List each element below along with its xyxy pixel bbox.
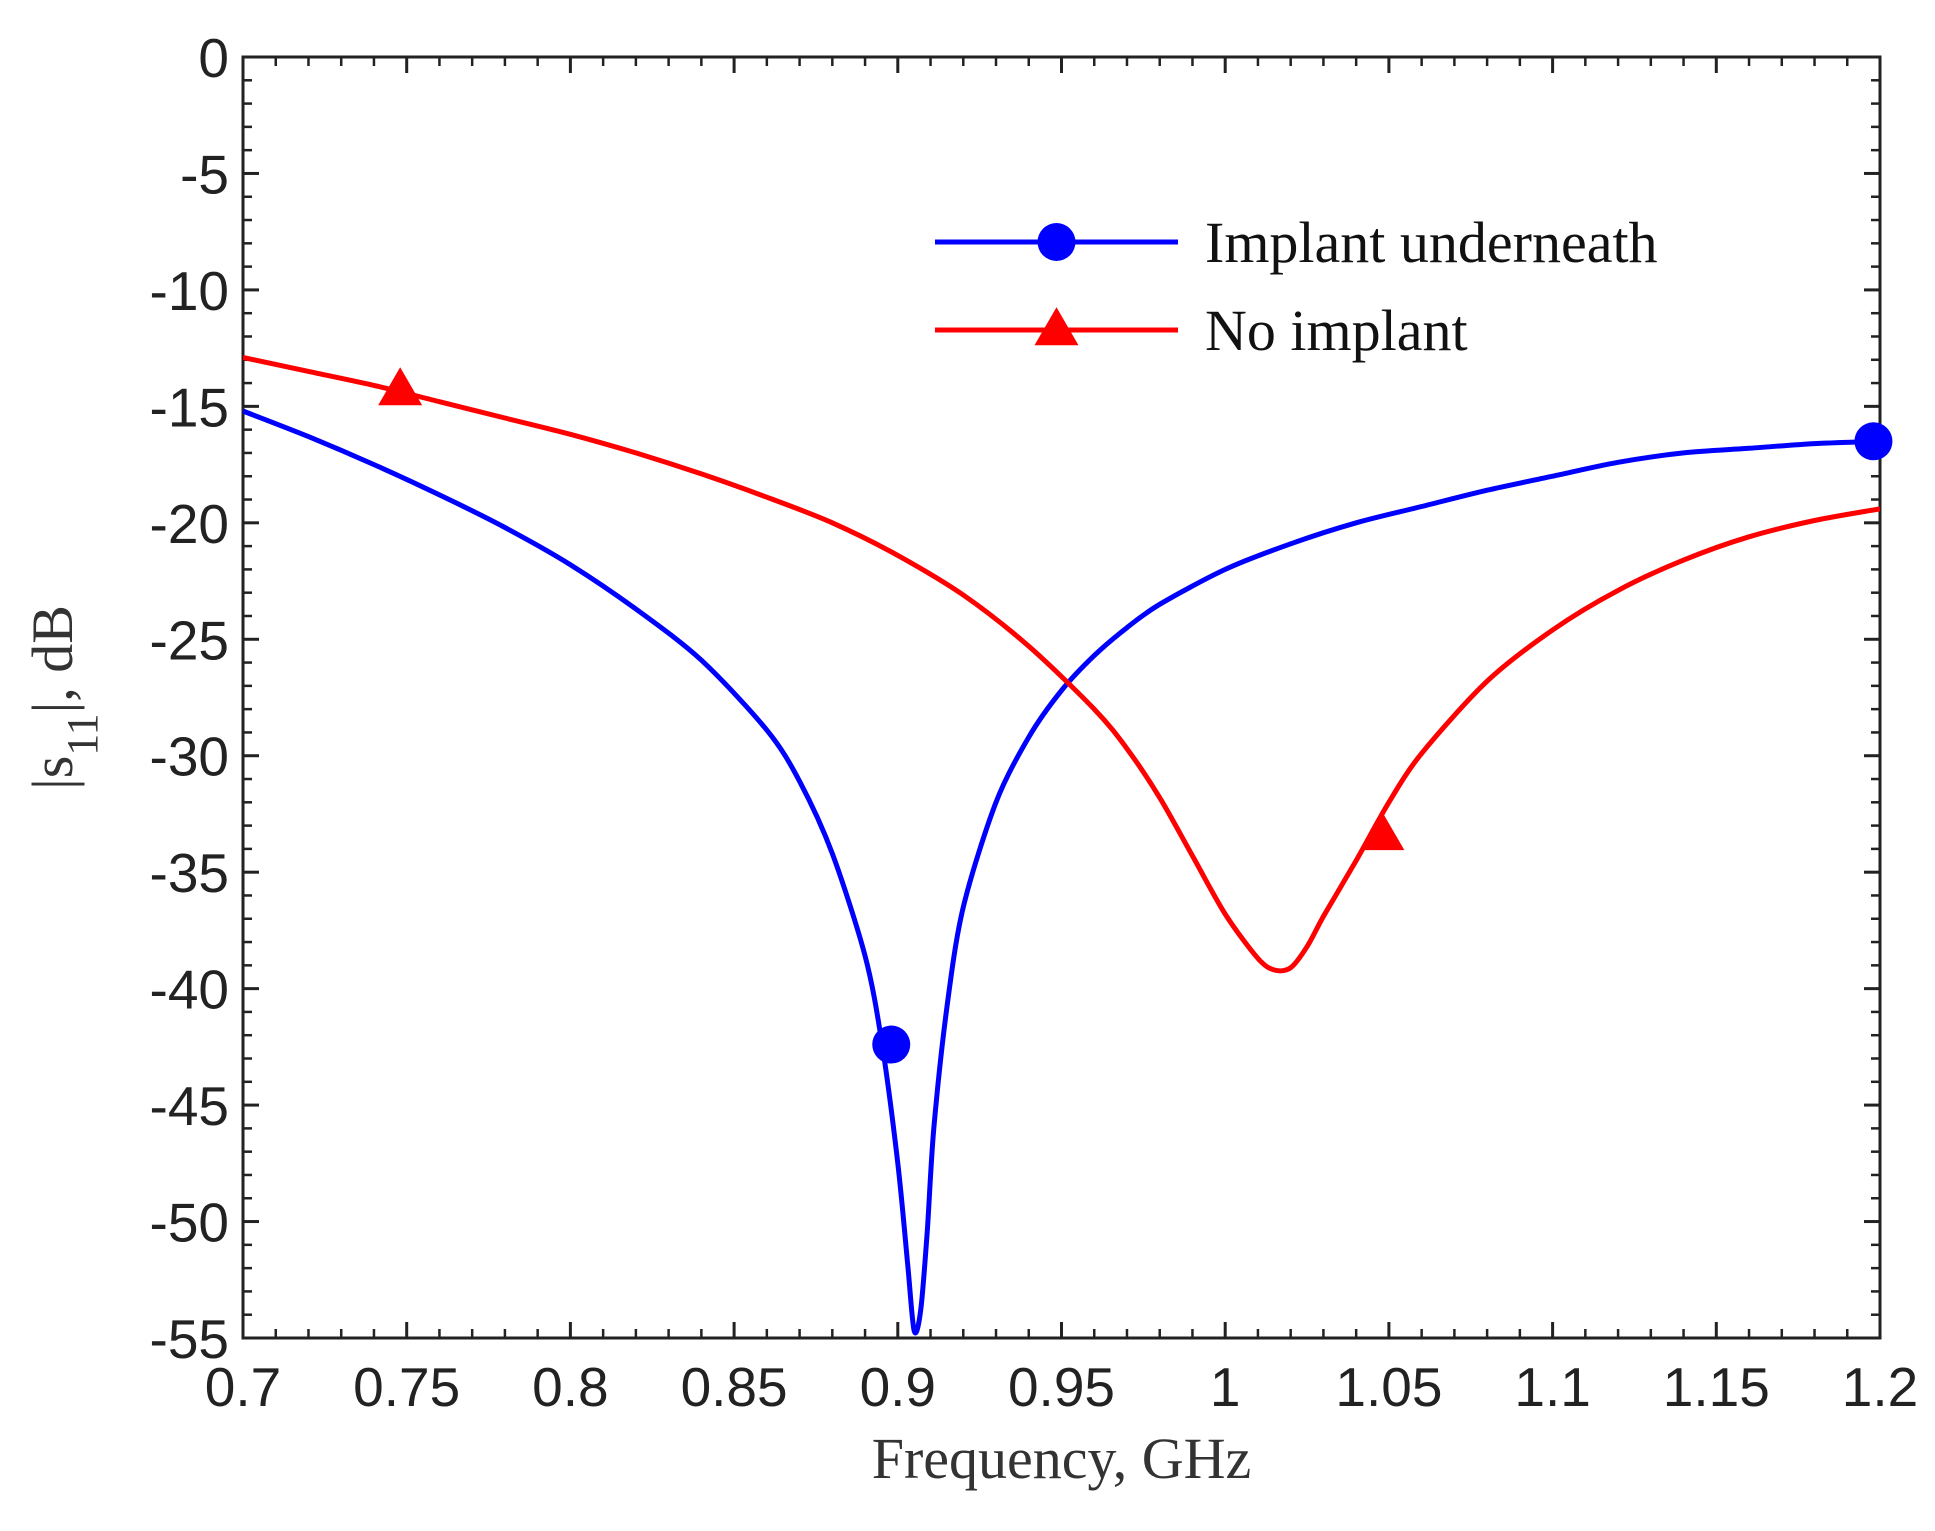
legend-marker-implant-underneath — [1037, 223, 1076, 261]
legend-marker-no-implant — [1034, 307, 1079, 346]
x-tick-label: 1.2 — [1842, 1356, 1918, 1418]
y-axis-title-subscript: 11 — [58, 713, 107, 755]
y-axis-title-suffix: |, dB — [20, 605, 85, 713]
x-tick-label: 1 — [1210, 1356, 1241, 1418]
y-tick-label: -5 — [180, 143, 229, 205]
y-tick-label: -20 — [150, 493, 230, 555]
y-tick-label: -50 — [150, 1192, 230, 1254]
x-axis-ticks — [241, 57, 1882, 1338]
y-tick-label: -45 — [150, 1075, 230, 1137]
y-tick-label: -40 — [150, 959, 230, 1021]
x-tick-label: 0.95 — [1008, 1356, 1115, 1418]
series-layer — [243, 355, 1893, 1336]
y-tick-label: -55 — [150, 1308, 230, 1370]
x-tick-label: 0.8 — [532, 1356, 608, 1418]
y-tick-label: -25 — [150, 609, 230, 671]
legend-label-no-implant: No implant — [1205, 298, 1468, 363]
series-marker-no-implant — [1360, 812, 1405, 851]
y-tick-label: -35 — [150, 842, 230, 904]
x-axis-tick-labels: 0.7 0.75 0.8 0.85 0.9 0.95 1 1.05 1.1 1.15 1.2 — [205, 1356, 1918, 1418]
y-axis-ticks — [243, 55, 1880, 1340]
x-axis-title: Frequency, GHz — [872, 1426, 1252, 1491]
x-tick-label: 1.1 — [1514, 1356, 1590, 1418]
y-axis-title-prefix: |s — [20, 756, 85, 790]
y-axis-tick-labels: 0 -5 -10 -15 -20 -25 -30 -35 -40 -45 -50 -55 — [150, 27, 230, 1370]
series-line-implant-underneath — [243, 408, 1880, 1336]
y-axis-title: |s11|, dB — [20, 605, 107, 790]
series-line-no-implant — [243, 355, 1880, 974]
series-marker-implant-underneath — [1854, 422, 1893, 461]
y-tick-label: -10 — [150, 260, 230, 322]
x-tick-label: 0.75 — [353, 1356, 460, 1418]
legend: Implant underneath No implant — [935, 210, 1658, 363]
y-tick-label: -30 — [150, 726, 230, 788]
y-tick-label: -15 — [150, 376, 230, 438]
x-tick-label: 1.05 — [1335, 1356, 1442, 1418]
x-tick-label: 0.85 — [681, 1356, 788, 1418]
x-tick-label: 0.7 — [205, 1356, 281, 1418]
y-tick-label: 0 — [198, 27, 229, 89]
legend-label-implant-underneath: Implant underneath — [1205, 210, 1658, 275]
series-marker-no-implant — [378, 367, 423, 406]
x-tick-label: 1.15 — [1663, 1356, 1770, 1418]
series-clip-group — [243, 355, 1880, 1336]
plot-area-frame — [241, 55, 1882, 1340]
series-marker-implant-underneath — [872, 1025, 911, 1064]
x-tick-label: 0.9 — [860, 1356, 936, 1418]
